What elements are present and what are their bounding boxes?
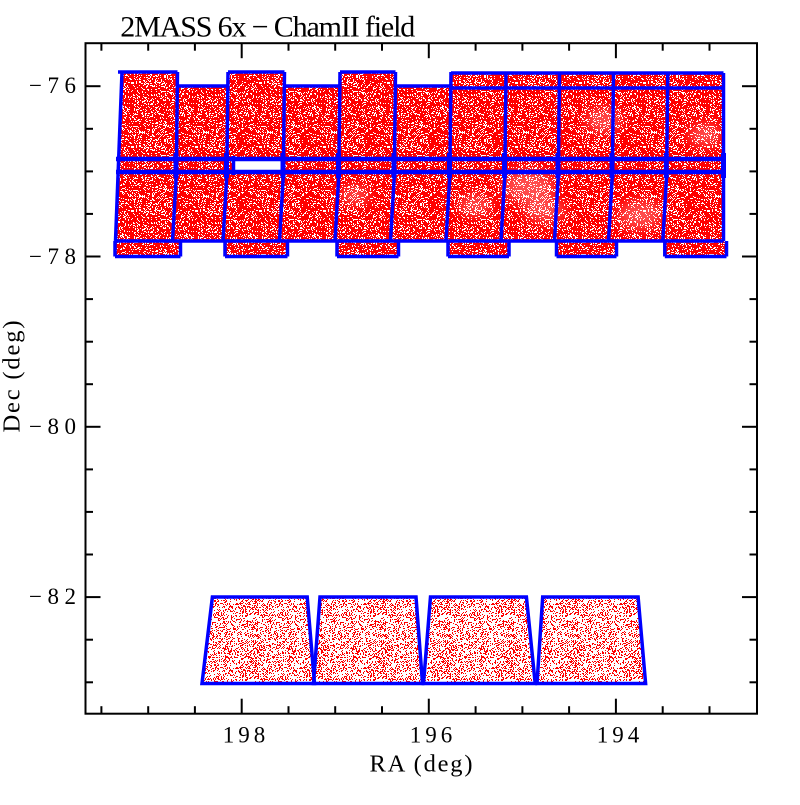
svg-text:Dec (deg): Dec (deg) xyxy=(0,321,26,433)
svg-text:196: 196 xyxy=(410,722,453,747)
svg-text:198: 198 xyxy=(223,722,266,747)
svg-text:RA (deg): RA (deg) xyxy=(370,751,473,778)
svg-text:2MASS 6x − ChamII field: 2MASS 6x − ChamII field xyxy=(120,11,415,44)
svg-text:194: 194 xyxy=(597,722,640,747)
svg-text:−80: −80 xyxy=(29,414,76,439)
svg-text:−78: −78 xyxy=(29,244,76,269)
svg-text:−82: −82 xyxy=(29,584,76,609)
svg-text:−76: −76 xyxy=(29,73,76,98)
